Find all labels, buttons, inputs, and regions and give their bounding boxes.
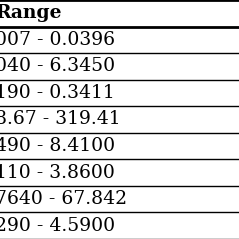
Text: 007 - 0.0396: 007 - 0.0396 — [0, 31, 115, 49]
Text: Range: Range — [0, 4, 62, 22]
Text: 7640 - 67.842: 7640 - 67.842 — [0, 190, 127, 208]
Text: 040 - 6.3450: 040 - 6.3450 — [0, 57, 115, 75]
Text: 8.67 - 319.41: 8.67 - 319.41 — [0, 110, 121, 129]
Text: 190 - 0.3411: 190 - 0.3411 — [0, 84, 115, 102]
Text: 490 - 8.4100: 490 - 8.4100 — [0, 137, 115, 155]
Text: 110 - 3.8600: 110 - 3.8600 — [0, 164, 115, 182]
Text: 290 - 4.5900: 290 - 4.5900 — [0, 217, 115, 235]
